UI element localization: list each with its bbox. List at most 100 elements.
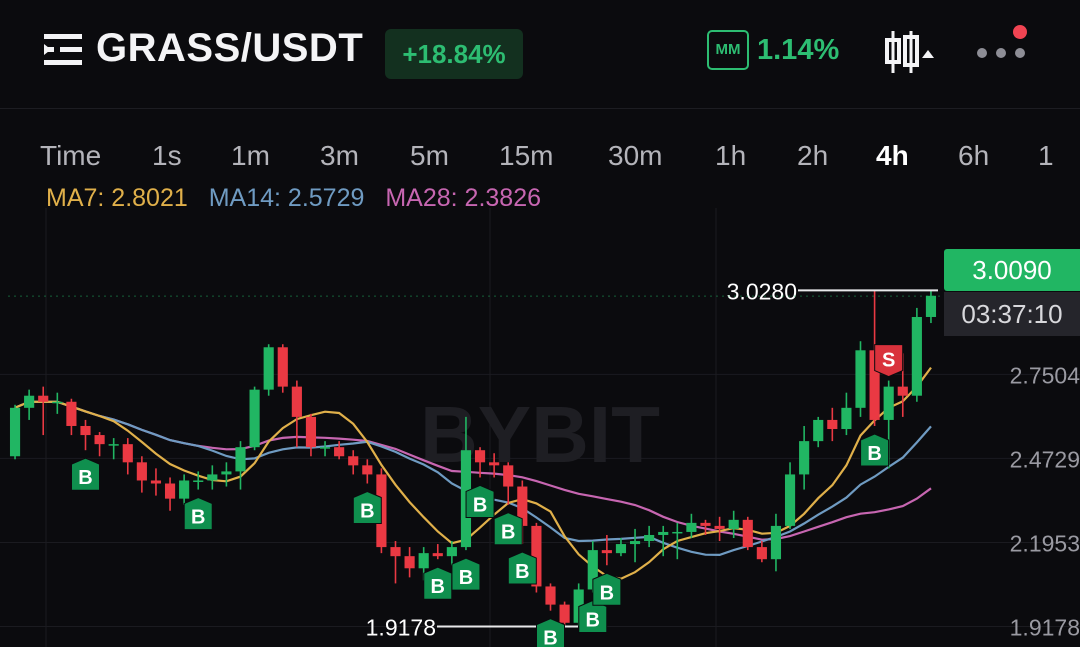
candle-body <box>221 471 232 475</box>
candle-body <box>235 447 246 472</box>
y-axis-label: 2.4729 <box>1010 446 1080 472</box>
candle-body <box>813 419 824 442</box>
pair-title[interactable]: GRASS/USDT <box>96 26 364 70</box>
candle-body <box>207 474 218 481</box>
candle-body <box>390 547 401 557</box>
candle-body <box>136 462 147 481</box>
candle-body <box>644 534 655 542</box>
candle-countdown: 03:37:10 <box>944 292 1080 336</box>
candle-body <box>672 531 683 534</box>
tab-5m[interactable]: 5m <box>410 140 449 171</box>
svg-text:S: S <box>882 350 895 372</box>
candle-body <box>291 386 302 417</box>
candle-body <box>446 547 457 557</box>
candle-body <box>474 450 486 463</box>
candle-body <box>94 435 105 445</box>
watermark-logo: BYBIT <box>420 390 660 479</box>
candle-body <box>700 522 711 526</box>
tab-1h[interactable]: 1h <box>715 140 747 171</box>
candle-body <box>559 604 570 623</box>
candle-body <box>80 425 91 436</box>
candle-body <box>179 480 190 499</box>
svg-text:B: B <box>515 561 529 583</box>
timeframe-tabs: Time 1s 1m 3m 5m 15m 30m 1h 2h 4h 6h 1 <box>0 128 1080 178</box>
candle-body <box>263 347 274 390</box>
tab-more[interactable]: 1 <box>1038 140 1054 171</box>
candle-body <box>615 544 627 554</box>
candle-body <box>164 483 176 499</box>
svg-text:B: B <box>459 567 473 589</box>
buy-marker[interactable]: B <box>507 551 537 585</box>
svg-text:B: B <box>78 467 92 489</box>
candle-body <box>122 444 133 463</box>
tab-2h[interactable]: 2h <box>797 140 829 171</box>
y-axis-label: 1.9178 <box>1010 614 1080 640</box>
candle-body <box>601 550 612 554</box>
svg-text:B: B <box>867 443 881 465</box>
candle-type-icon[interactable] <box>882 28 934 76</box>
candle-body <box>629 541 641 545</box>
candle-body <box>52 401 63 404</box>
candle-body <box>334 447 345 457</box>
buy-marker[interactable]: B <box>536 618 565 647</box>
buy-marker[interactable]: B <box>465 484 495 518</box>
more-icon[interactable] <box>972 22 1032 72</box>
candle-body <box>362 465 373 475</box>
mm-icon[interactable]: MM <box>707 30 749 70</box>
candle-body <box>418 553 429 569</box>
tab-30m[interactable]: 30m <box>608 140 663 171</box>
candle-body <box>531 525 542 587</box>
buy-marker[interactable]: B <box>592 572 622 606</box>
candle-body <box>249 389 260 448</box>
candle-body <box>432 553 443 557</box>
mm-value[interactable]: 1.14% <box>757 34 840 66</box>
buy-marker[interactable]: B <box>451 557 481 591</box>
ma7-label: MA7: 2.8021 <box>46 184 188 212</box>
high-price-label: 3.0280 <box>727 278 797 304</box>
menu-icon[interactable] <box>44 32 84 68</box>
svg-text:B: B <box>360 501 374 523</box>
candle-body <box>193 480 204 482</box>
buy-marker[interactable]: B <box>423 566 453 600</box>
candle-body <box>925 295 937 317</box>
buy-marker[interactable]: B <box>493 512 523 546</box>
buy-marker[interactable]: B <box>352 490 382 525</box>
svg-text:B: B <box>473 494 487 516</box>
y-axis-label: 2.7504 <box>1010 362 1080 388</box>
candle-body <box>24 395 35 408</box>
candle-body <box>883 386 894 420</box>
buy-marker[interactable]: B <box>71 457 100 491</box>
candle-body <box>305 416 317 448</box>
sell-marker[interactable]: S <box>874 344 904 378</box>
tab-1m[interactable]: 1m <box>231 140 270 171</box>
tab-15m[interactable]: 15m <box>499 140 554 171</box>
candle-body <box>686 522 697 532</box>
tab-4h[interactable]: 4h <box>876 140 909 171</box>
buy-marker[interactable]: B <box>183 497 213 531</box>
candle-body <box>489 462 500 466</box>
candle-body <box>545 586 556 605</box>
ma-legend: MA7: 2.8021 MA14: 2.5729 MA28: 2.3826 <box>46 184 555 213</box>
candle-body <box>587 550 598 590</box>
candle-body <box>66 401 77 426</box>
candle-body <box>319 447 331 449</box>
candle-body <box>770 525 782 560</box>
buy-marker[interactable]: B <box>578 599 608 634</box>
y-axis-label: 2.1953 <box>1010 530 1080 556</box>
candle-body <box>897 386 908 396</box>
tab-3m[interactable]: 3m <box>320 140 359 171</box>
svg-text:B: B <box>191 507 205 529</box>
candle-body <box>784 474 796 526</box>
candle-body <box>277 347 288 387</box>
ma28-label: MA28: 2.3826 <box>385 184 542 212</box>
buy-marker[interactable]: B <box>860 433 890 467</box>
low-price-label: 1.9178 <box>366 614 436 640</box>
candle-body <box>517 486 528 526</box>
tab-6h[interactable]: 6h <box>958 140 990 171</box>
candle-body <box>658 531 669 535</box>
candle-body <box>869 350 880 420</box>
tab-time[interactable]: Time <box>40 140 102 171</box>
candle-body <box>799 441 810 475</box>
tab-1s[interactable]: 1s <box>152 140 182 171</box>
candlestick-chart[interactable]: BYBIT 3.0280 1.9178 2.7504 2.4729 2.1953 1.917… <box>0 208 1080 647</box>
